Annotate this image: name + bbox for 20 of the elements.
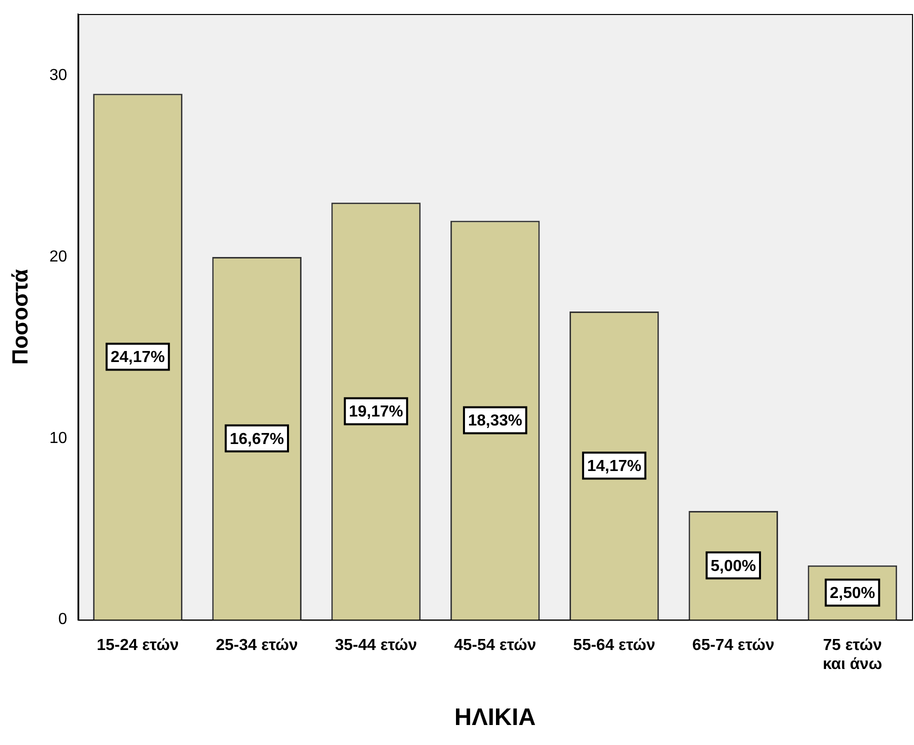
y-tick-label: 0	[58, 611, 68, 628]
annotation: 19,17%	[348, 404, 404, 421]
x-tick-label: 75 ετών και άνω	[822, 636, 882, 674]
annotation: 18,33%	[468, 412, 522, 430]
y-tick-label: 20	[49, 248, 68, 266]
x-tick-label: 15-24 ετών	[96, 636, 179, 654]
annotation: 14,17%	[587, 458, 642, 476]
x-tick-label: 55-64 ετών	[573, 636, 656, 654]
y-tick-label: 30	[49, 67, 68, 84]
x-tick-label: 35-44 ετών	[334, 636, 418, 654]
x-tick-label: 45-54 ετών	[454, 636, 536, 654]
y-tick-label: 10	[49, 430, 68, 447]
x-tick-label: 25-34 ετών	[216, 636, 298, 654]
annotation: 2,50%	[830, 585, 876, 602]
annotation: 5,00%	[710, 558, 756, 575]
annotation: 16,67%	[230, 430, 284, 448]
y-axis-title: Ποσοστά	[7, 268, 32, 365]
x-axis-title: ΗΛΙΚΙΑ	[454, 704, 536, 732]
annotation: 24,17%	[110, 349, 165, 366]
x-tick-label: 65-74 ετών	[692, 636, 774, 654]
